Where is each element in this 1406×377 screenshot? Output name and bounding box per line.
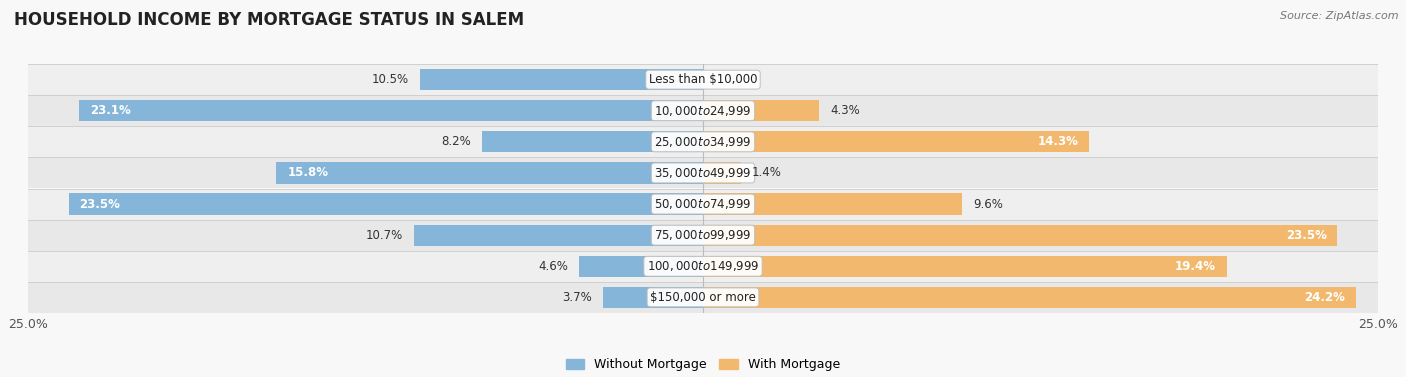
Text: HOUSEHOLD INCOME BY MORTGAGE STATUS IN SALEM: HOUSEHOLD INCOME BY MORTGAGE STATUS IN S… (14, 11, 524, 29)
Bar (703, 193, 962, 215)
Bar (703, 162, 741, 184)
Bar (277, 162, 703, 184)
Text: $75,000 to $99,999: $75,000 to $99,999 (654, 228, 752, 242)
Text: 1.4%: 1.4% (752, 167, 782, 179)
Text: 8.2%: 8.2% (441, 135, 471, 148)
Text: 24.2%: 24.2% (1305, 291, 1346, 304)
Bar (482, 131, 703, 152)
Text: $25,000 to $34,999: $25,000 to $34,999 (654, 135, 752, 149)
Bar (703, 225, 1337, 246)
Text: $10,000 to $24,999: $10,000 to $24,999 (654, 104, 752, 118)
Bar (579, 256, 703, 277)
Text: Source: ZipAtlas.com: Source: ZipAtlas.com (1281, 11, 1399, 21)
Text: $100,000 to $149,999: $100,000 to $149,999 (647, 259, 759, 273)
Bar (703, 100, 820, 121)
Text: 15.8%: 15.8% (287, 167, 328, 179)
Text: Less than $10,000: Less than $10,000 (648, 73, 758, 86)
Bar (28, 282, 1378, 313)
Bar (69, 193, 703, 215)
Text: $50,000 to $74,999: $50,000 to $74,999 (654, 197, 752, 211)
Text: 23.5%: 23.5% (1285, 229, 1327, 242)
Legend: Without Mortgage, With Mortgage: Without Mortgage, With Mortgage (561, 353, 845, 376)
Bar (28, 126, 1378, 158)
Text: 10.5%: 10.5% (371, 73, 409, 86)
Bar (79, 100, 703, 121)
Text: 10.7%: 10.7% (366, 229, 404, 242)
Bar (28, 219, 1378, 251)
Text: 4.3%: 4.3% (830, 104, 859, 117)
Text: 4.6%: 4.6% (538, 260, 568, 273)
Text: 19.4%: 19.4% (1175, 260, 1216, 273)
Text: 14.3%: 14.3% (1038, 135, 1078, 148)
Bar (28, 188, 1378, 219)
Text: 9.6%: 9.6% (973, 198, 1002, 210)
Text: $150,000 or more: $150,000 or more (650, 291, 756, 304)
Bar (603, 287, 703, 308)
Bar (415, 225, 703, 246)
Bar (703, 131, 1090, 152)
Bar (419, 69, 703, 90)
Text: 23.5%: 23.5% (79, 198, 121, 210)
Bar (28, 64, 1378, 95)
Text: $35,000 to $49,999: $35,000 to $49,999 (654, 166, 752, 180)
Bar (703, 256, 1226, 277)
Bar (28, 95, 1378, 126)
Text: 23.1%: 23.1% (90, 104, 131, 117)
Text: 3.7%: 3.7% (562, 291, 592, 304)
Bar (28, 251, 1378, 282)
Bar (28, 158, 1378, 188)
Bar (703, 287, 1357, 308)
